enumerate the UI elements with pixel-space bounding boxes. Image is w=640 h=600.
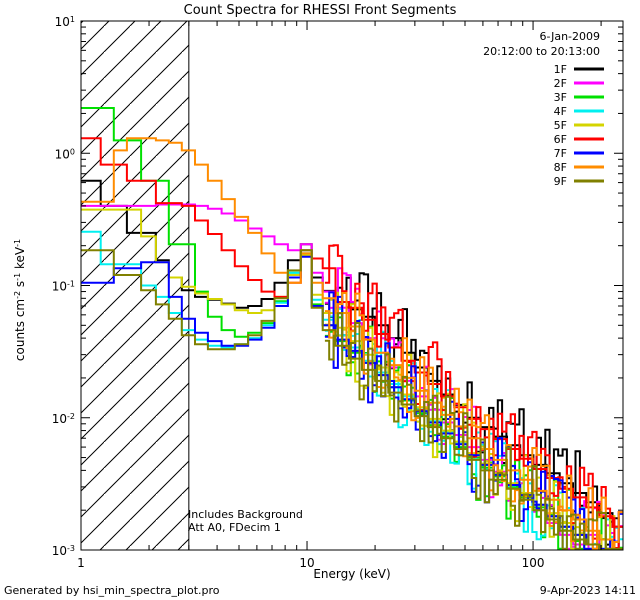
legend-label-1F: 1F [554,63,567,76]
legend-label-2F: 2F [554,77,567,90]
spectrum-curve-5F [81,208,623,550]
y-axis-label: counts cm-2 s-1 keV-1 [13,239,28,361]
x-tick-label: 100 [522,556,545,570]
page-title: Count Spectra for RHESSI Front Segments [184,3,457,18]
legend-label-3F: 3F [554,91,567,104]
spectrum-curve-7F [81,255,623,550]
x-axis-label: Energy (keV) [313,567,390,581]
spectra-curves [81,107,623,550]
x-tick-label: 10 [299,556,314,570]
attenuator-note: Att A0, FDecim 1 [188,521,281,534]
legend-label-7F: 7F [554,147,567,160]
background-note: Includes Background [188,508,303,521]
excluded-energy-band [81,21,190,550]
legend-label-9F: 9F [554,175,567,188]
observation-date: 6-Jan-2009 [540,30,601,43]
generated-by-label: Generated by hsi_min_spectra_plot.pro [4,584,220,597]
legend-label-5F: 5F [554,119,567,132]
x-tick-label: 1 [77,556,85,570]
hatch-fill [81,21,189,550]
svg-text:counts cm-2 s-1: counts cm-2 s-1 keV-1 [13,239,28,361]
x-axis-ticks: 1 10 100 [77,21,602,570]
legend-label-6F: 6F [554,133,567,146]
render-timestamp: 9-Apr-2023 14:11 [540,584,636,597]
legend-label-4F: 4F [554,105,567,118]
spectrum-tail-9F [324,312,623,550]
spectrum-curve-6F [81,137,623,528]
observation-time-range: 20:12:00 to 20:13:00 [483,45,600,58]
spectrum-curve-9F [81,249,623,550]
legend-label-8F: 8F [554,161,567,174]
spectrum-curve-8F [81,137,623,550]
